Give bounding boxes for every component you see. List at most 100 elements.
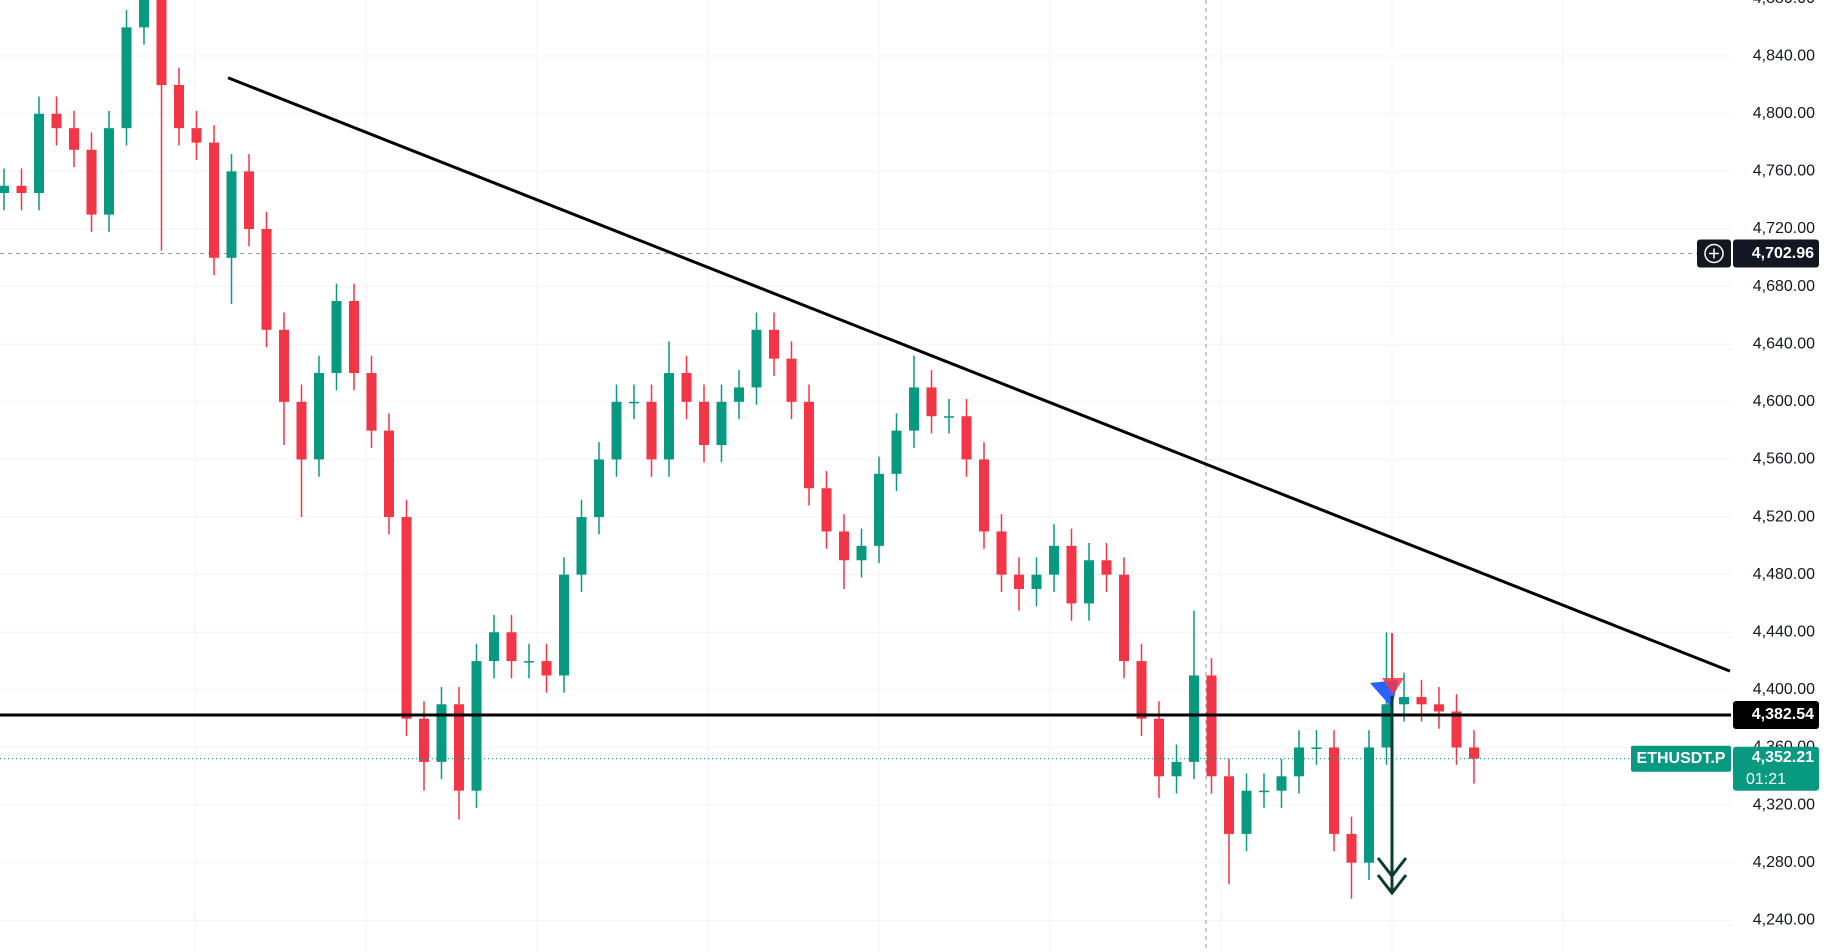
drawings xyxy=(0,76,1731,896)
candle-body xyxy=(261,228,272,330)
price-tag-label: 4,352.21 xyxy=(1752,749,1814,766)
y-tick-label: 4,440.00 xyxy=(1753,623,1815,640)
candle-body xyxy=(996,531,1007,575)
price-tag xyxy=(1733,746,1819,791)
y-tick-label: 4,800.00 xyxy=(1753,105,1815,122)
y-tick-label: 4,520.00 xyxy=(1753,508,1815,525)
candle-body xyxy=(401,517,412,719)
candle-body xyxy=(1049,545,1059,575)
axis-background xyxy=(1731,0,1831,952)
candle-body xyxy=(576,517,587,575)
candle-body xyxy=(244,171,254,229)
down-arrow-head-1 xyxy=(1376,857,1408,879)
y-tick-label: 4,880.00 xyxy=(1753,0,1815,7)
candle-body xyxy=(1276,776,1287,791)
candle-body xyxy=(139,0,149,28)
candle-body xyxy=(821,488,832,532)
candle-body xyxy=(1101,560,1112,575)
candle-body xyxy=(454,704,464,791)
candle-body xyxy=(1014,574,1024,590)
candle-body xyxy=(629,401,639,404)
candle-body xyxy=(909,387,919,431)
crosshair-plus-icon[interactable] xyxy=(1704,243,1724,264)
candle-body xyxy=(314,373,324,460)
candle-body xyxy=(191,128,202,143)
signal-red-flag xyxy=(1382,678,1404,695)
candle-body xyxy=(926,387,937,417)
candle-body xyxy=(856,545,867,561)
candle-body xyxy=(1189,675,1199,762)
candle-body xyxy=(891,430,902,474)
candle-body xyxy=(979,459,989,532)
candle-body xyxy=(419,718,429,762)
symbol-tag xyxy=(1631,745,1731,772)
y-tick-label: 4,680.00 xyxy=(1753,278,1815,295)
price-tag xyxy=(1733,701,1819,730)
candle-body xyxy=(296,401,307,460)
candle-body xyxy=(944,416,954,418)
candle-body xyxy=(1084,560,1094,604)
y-tick-label: 4,400.00 xyxy=(1753,681,1815,698)
candle-body xyxy=(121,27,132,129)
candle-body xyxy=(1224,776,1234,834)
candle-body xyxy=(86,149,97,215)
candle-body xyxy=(681,373,692,402)
candle-body xyxy=(156,0,167,85)
candle-body xyxy=(1259,790,1269,793)
candle-body xyxy=(1154,718,1164,777)
candle-body xyxy=(331,301,342,374)
trendline xyxy=(227,76,1731,673)
candle-body xyxy=(1136,661,1147,719)
candle-body xyxy=(1399,697,1409,705)
candle-body xyxy=(646,401,657,460)
y-tick-label: 4,280.00 xyxy=(1753,854,1815,871)
symbol-label: ETHUSDT.P xyxy=(1637,750,1726,767)
y-tick-label: 4,240.00 xyxy=(1753,912,1815,929)
price-axis: 4,240.004,280.004,320.004,360.004,400.00… xyxy=(1631,0,1831,952)
grid xyxy=(0,0,1731,952)
candle-body xyxy=(751,329,762,388)
candle-body xyxy=(209,142,219,258)
crosshair-plus-cross xyxy=(1709,248,1719,259)
candle-body xyxy=(1416,697,1427,705)
candle-body xyxy=(1364,747,1374,863)
candle-body xyxy=(34,113,44,193)
candle-body xyxy=(874,473,884,546)
candle-body xyxy=(1469,747,1479,759)
price-tag-label: 4,702.96 xyxy=(1752,245,1814,262)
candle-body xyxy=(1066,545,1077,604)
candle-body xyxy=(786,358,797,402)
candle-body xyxy=(594,459,604,518)
candle-body xyxy=(541,661,552,676)
candle-body xyxy=(1434,704,1444,712)
price-tag xyxy=(1733,239,1819,268)
candle-body xyxy=(279,329,289,402)
candle-body xyxy=(1346,833,1357,863)
candle-body xyxy=(1294,747,1304,777)
candle-body xyxy=(699,401,709,446)
candle-body xyxy=(559,574,569,676)
candle-body xyxy=(436,704,447,762)
candle-body xyxy=(0,185,9,193)
candle-body xyxy=(611,401,622,460)
candle-body xyxy=(51,113,62,129)
candle-body xyxy=(839,531,849,561)
candle-body xyxy=(1241,790,1252,834)
candle-body xyxy=(226,171,237,258)
y-tick-label: 4,600.00 xyxy=(1753,393,1815,410)
y-tick-label: 4,720.00 xyxy=(1753,220,1815,237)
y-tick-label: 4,640.00 xyxy=(1753,335,1815,352)
candle-body xyxy=(769,329,779,359)
y-tick-label: 4,480.00 xyxy=(1753,566,1815,583)
price-tag-label: 4,382.54 xyxy=(1752,706,1814,723)
candle-body xyxy=(489,632,499,662)
candle-body xyxy=(1381,704,1392,748)
candle-body xyxy=(506,632,517,662)
candle-body xyxy=(104,128,114,215)
candle-body xyxy=(716,401,727,446)
candle-body xyxy=(524,661,534,663)
y-tick-label: 4,840.00 xyxy=(1753,47,1815,64)
candle-body xyxy=(1031,574,1042,590)
